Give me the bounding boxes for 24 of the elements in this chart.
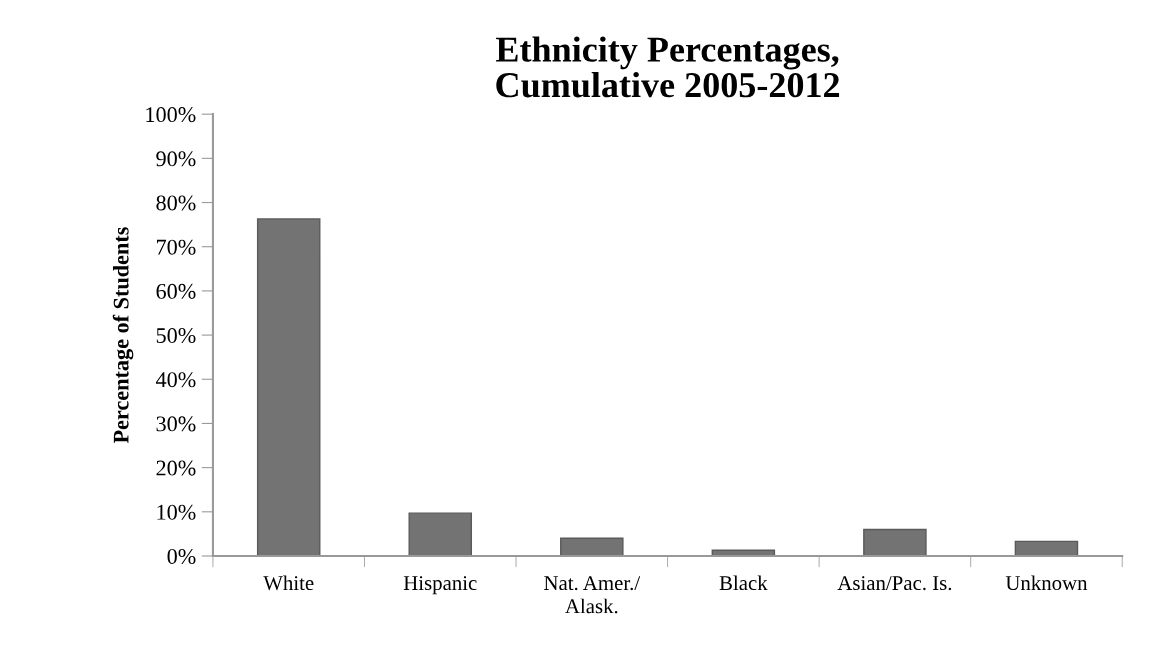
- bar: [560, 537, 624, 556]
- bar: [1014, 540, 1079, 556]
- x-tick-label: Nat. Amer./ Alask.: [544, 576, 641, 614]
- y-tick-label: 60%: [156, 283, 196, 299]
- x-tick-label: Asian/Pac. Is.: [837, 576, 952, 591]
- x-tick-label: Unknown: [1005, 575, 1088, 591]
- y-tick-label: 20%: [156, 460, 196, 476]
- bar: [863, 528, 927, 556]
- x-tick-label: Black: [719, 575, 768, 591]
- bar: [408, 512, 473, 556]
- y-tick-label: 30%: [156, 416, 196, 432]
- y-tick-label: 80%: [156, 195, 196, 211]
- y-tick-label: 10%: [157, 504, 196, 520]
- y-tick-label: 50%: [156, 328, 196, 344]
- y-tick-label: 100%: [146, 107, 196, 123]
- chart-title: Ethnicity Percentages, Cumulative 2005-2012: [496, 36, 840, 98]
- y-tick-label: 70%: [157, 239, 196, 255]
- y-tick-label: 90%: [156, 151, 196, 167]
- y-axis-title: Percentage of Students: [112, 227, 134, 444]
- y-tick-label: 40%: [155, 372, 196, 388]
- bar: [256, 218, 321, 556]
- y-tick-label: 0%: [167, 548, 196, 564]
- x-tick-label: Hispanic: [403, 576, 477, 595]
- x-tick-label: White: [263, 575, 314, 591]
